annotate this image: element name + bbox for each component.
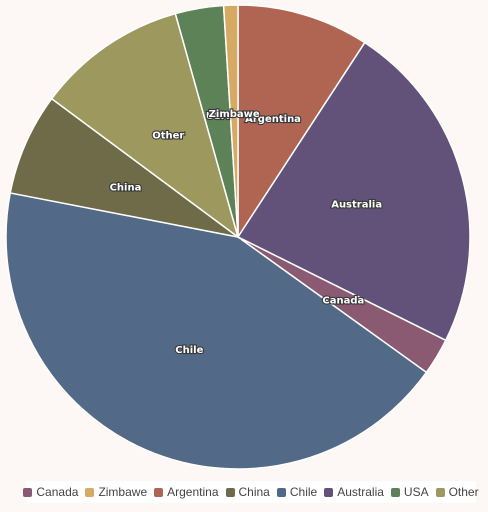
legend-label: Canada: [36, 485, 79, 499]
pie-slice-china[interactable]: [9, 97, 239, 238]
legend-label: Australia: [337, 485, 384, 499]
legend-label: China: [238, 485, 270, 499]
legend-swatch: [390, 487, 400, 497]
slice-label-zimbawe: Zimbawe: [209, 109, 260, 120]
slice-label-chile: Chile: [175, 345, 203, 356]
pie-slice-zimbawe[interactable]: [222, 4, 239, 238]
legend-label: Zimbawe: [98, 485, 148, 499]
legend-swatch: [225, 487, 235, 497]
labels-layer: Argentina Australia Canada Chile China Other U…: [108, 108, 383, 357]
legend-item-other[interactable]: Other: [435, 485, 479, 499]
chart-legend: Canada Zimbawe Argentina China Chile Australi…: [23, 481, 479, 503]
legend-swatch: [276, 487, 286, 497]
legend-label: Other: [448, 485, 479, 499]
pie-slice-other[interactable]: [50, 12, 240, 239]
legend-item-australia[interactable]: Australia: [324, 485, 384, 499]
legend-item-argentina[interactable]: Argentina: [154, 485, 219, 499]
legend-swatch: [154, 487, 164, 497]
legend-label: Argentina: [167, 485, 219, 499]
legend-label: USA: [403, 485, 429, 499]
legend-swatch: [85, 487, 95, 497]
slice-label-other: Other: [152, 131, 184, 142]
slice-label-usa: USA: [206, 111, 229, 122]
slice-label-china: China: [110, 182, 142, 193]
pie-slice-argentina[interactable]: [237, 4, 366, 240]
legend-label: Chile: [289, 485, 318, 499]
legend-swatch: [435, 487, 445, 497]
legend-item-usa[interactable]: USA: [390, 485, 429, 499]
slice-label-australia: Australia: [331, 200, 382, 211]
legend-item-zimbawe[interactable]: Zimbawe: [85, 485, 147, 499]
legend-item-chile[interactable]: Chile: [276, 485, 318, 499]
legend-item-china[interactable]: China: [225, 485, 270, 499]
slice-label-argentina: Argentina: [245, 114, 301, 125]
legend-swatch: [23, 487, 33, 497]
pie-slice-australia[interactable]: [236, 41, 471, 342]
pie-slice-chile[interactable]: [5, 192, 428, 470]
slice-label-canada: Canada: [322, 295, 364, 306]
slices-layer: [5, 4, 471, 470]
legend-item-canada[interactable]: Canada: [23, 485, 78, 499]
legend-swatch: [324, 487, 334, 497]
